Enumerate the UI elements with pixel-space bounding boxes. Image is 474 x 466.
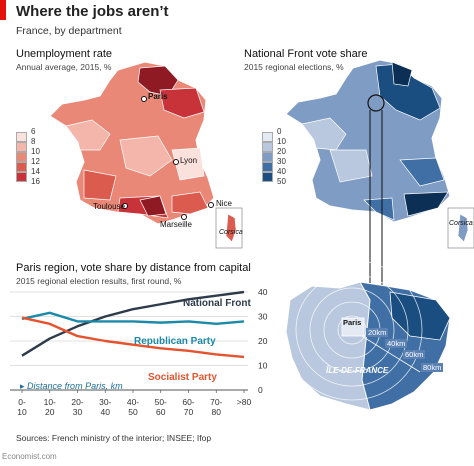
national-front-legend-label-50: 50 (277, 177, 286, 186)
line-chart-subtitle: 2015 regional election results, first ro… (16, 276, 182, 286)
series-label-republican-party: Republican Party (134, 336, 216, 347)
x-tick-label: 60- (182, 397, 194, 407)
zoom-label-paris: Paris (343, 318, 362, 327)
city-label-paris: Paris (148, 92, 168, 101)
city-label-corsica-left: Corsica (219, 229, 243, 236)
zoom-label-20km: 20km (366, 328, 389, 337)
unemployment-legend-label-6: 6 (31, 127, 36, 136)
zoom-label-80km: 80km (421, 363, 444, 372)
unemployment-subtitle: Annual average, 2015, % (16, 62, 112, 72)
x-tick-label-line2: 30 (73, 407, 83, 417)
unemployment-legend-label-14: 14 (31, 167, 40, 176)
x-tick-label-line2: 10 (17, 407, 27, 417)
x-tick-label: 50- (155, 397, 167, 407)
unemployment-legend-label-16: 16 (31, 177, 40, 186)
y-tick-label: 30 (258, 312, 268, 322)
x-tick-label-line2: 80 (212, 407, 222, 417)
distance-note-text: Distance from Paris, km (27, 381, 123, 391)
x-tick-label: 30- (99, 397, 111, 407)
unemployment-legend-label-8: 8 (31, 137, 36, 146)
unemployment-title: Unemployment rate (16, 48, 112, 60)
city-label-marseille: Marseille (160, 220, 193, 229)
unemployment-legend-swatch (16, 172, 27, 182)
brand-red-bar (0, 0, 6, 20)
x-tick-label-line2: 60 (156, 407, 166, 417)
x-tick-label-line2: 20 (45, 407, 55, 417)
unemployment-legend-swatch (16, 142, 27, 152)
brand-footer: Economist.com (2, 452, 57, 461)
line-chart-title: Paris region, vote share by distance fro… (16, 262, 251, 274)
line-chart: 0102030400-1010-2020-3030-4040-5050-6060… (10, 287, 268, 417)
page-title: Where the jobs aren’t (16, 3, 169, 20)
national-front-legend-label-0: 0 (277, 127, 282, 136)
y-tick-label: 10 (258, 361, 268, 371)
national-front-legend-label-30: 30 (277, 157, 286, 166)
unemployment-legend-swatch (16, 132, 27, 142)
national-front-subtitle: 2015 regional elections, % (244, 62, 344, 72)
ile-de-france-map (281, 259, 451, 411)
x-tick-label-line2: 70 (184, 407, 194, 417)
national-front-legend-swatch (262, 172, 273, 182)
y-tick-label: 20 (258, 336, 268, 346)
national-front-legend-label-20: 20 (277, 147, 286, 156)
unemployment-map (49, 61, 243, 249)
y-tick-label: 0 (258, 385, 263, 395)
national-front-legend-swatch (262, 142, 273, 152)
unemployment-legend-label-12: 12 (31, 157, 40, 166)
national-front-legend-label-10: 10 (277, 137, 286, 146)
zoom-label-ile-de-france: ÎLE-DE-FRANCE (326, 366, 389, 375)
series-line-republican-party (21, 311, 245, 326)
series-label-national-front: National Front (183, 298, 251, 309)
national-front-title: National Front vote share (244, 48, 368, 60)
x-tick-label: 70- (210, 397, 222, 407)
x-tick-label-line2: 40 (101, 407, 111, 417)
x-tick-label: 20- (71, 397, 83, 407)
unemployment-legend-label-10: 10 (31, 147, 40, 156)
city-label-nice: Nice (216, 199, 233, 208)
x-tick-label: 10- (44, 397, 56, 407)
page-subtitle: France, by department (16, 25, 122, 37)
city-label-toulouse: Toulouse (93, 202, 126, 211)
series-label-socialist-party: Socialist Party (148, 372, 217, 383)
y-tick-label: 40 (258, 287, 268, 297)
national-front-legend-swatch (262, 132, 273, 142)
zoom-label-40km: 40km (385, 339, 408, 348)
x-tick-label: 40- (127, 397, 139, 407)
national-front-legend-swatch (262, 162, 273, 172)
x-tick-label-line2: 50 (128, 407, 138, 417)
national-front-map (285, 59, 474, 249)
national-front-legend-label-40: 40 (277, 167, 286, 176)
city-label-corsica-right: Corsica (449, 220, 473, 227)
unemployment-legend-swatch (16, 162, 27, 172)
national-front-legend-swatch (262, 152, 273, 162)
distance-note: ▸ Distance from Paris, km (20, 381, 123, 392)
zoom-label-60km: 60km (403, 350, 426, 359)
distance-arrow-icon: ▸ (20, 381, 25, 391)
sources-note: Sources: French ministry of the interior… (16, 433, 212, 443)
unemployment-legend-swatch (16, 152, 27, 162)
city-label-lyon: Lyon (180, 156, 198, 165)
x-tick-label: 0- (18, 397, 26, 407)
x-tick-label: >80 (237, 397, 252, 407)
